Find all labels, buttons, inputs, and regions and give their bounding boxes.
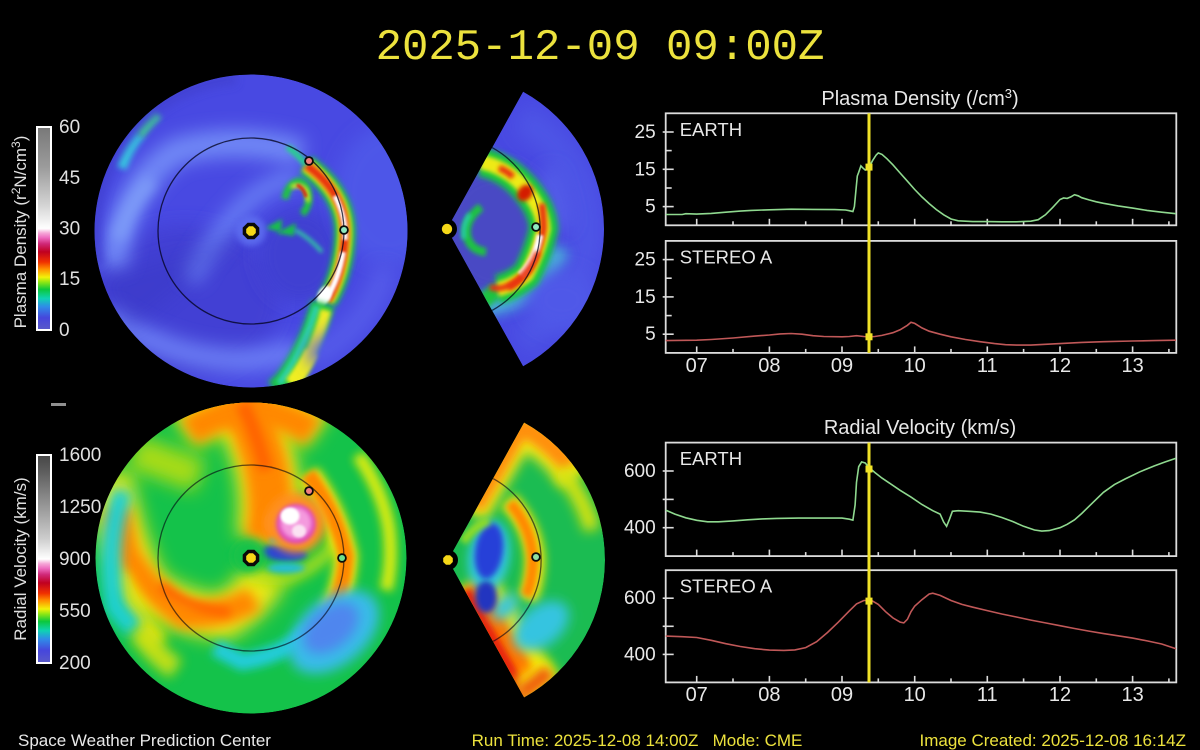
- svg-text:30: 30: [59, 219, 80, 240]
- svg-text:11: 11: [977, 355, 998, 377]
- svg-text:09: 09: [831, 684, 853, 706]
- svg-text:13: 13: [1121, 355, 1143, 377]
- svg-text:25: 25: [635, 250, 656, 271]
- svg-text:07: 07: [686, 684, 708, 706]
- svg-text:900: 900: [59, 549, 91, 570]
- svg-text:400: 400: [624, 644, 656, 665]
- svg-text:0: 0: [59, 320, 70, 341]
- svg-text:2025-12-09 09:00Z: 2025-12-09 09:00Z: [376, 23, 825, 73]
- svg-text:Run Time: 2025-12-08 14:00Z: Run Time: 2025-12-08 14:00Z Mode: CME: [472, 731, 803, 750]
- svg-text:25: 25: [635, 122, 656, 143]
- svg-text:07: 07: [686, 355, 708, 377]
- svg-text:Radial Velocity (km/s): Radial Velocity (km/s): [824, 417, 1016, 439]
- svg-text:Space Weather Prediction Cente: Space Weather Prediction Center: [18, 731, 271, 750]
- svg-text:1600: 1600: [59, 445, 101, 466]
- svg-text:08: 08: [758, 684, 780, 706]
- svg-text:08: 08: [758, 355, 780, 377]
- svg-text:EARTH: EARTH: [680, 448, 742, 469]
- svg-text:15: 15: [59, 269, 80, 290]
- svg-text:200: 200: [59, 653, 91, 674]
- svg-text:12: 12: [1049, 355, 1071, 377]
- svg-text:Radial Velocity (km/s): Radial Velocity (km/s): [11, 477, 30, 640]
- svg-text:STEREO A: STEREO A: [680, 576, 773, 597]
- svg-text:11: 11: [977, 684, 998, 706]
- svg-text:EARTH: EARTH: [680, 119, 742, 140]
- svg-text:12: 12: [1049, 684, 1071, 706]
- svg-text:60: 60: [59, 117, 80, 138]
- svg-text:600: 600: [624, 588, 656, 609]
- svg-text:45: 45: [59, 168, 80, 189]
- svg-text:Image Created: 2025-12-08 16:1: Image Created: 2025-12-08 16:14Z: [919, 731, 1186, 750]
- svg-text:15: 15: [635, 159, 656, 180]
- svg-text:Plasma Density (/cm3): Plasma Density (/cm3): [821, 86, 1018, 110]
- svg-text:600: 600: [624, 461, 656, 482]
- svg-text:10: 10: [904, 684, 926, 706]
- svg-text:10: 10: [904, 355, 926, 377]
- svg-text:550: 550: [59, 601, 91, 622]
- svg-text:09: 09: [831, 355, 853, 377]
- svg-text:400: 400: [624, 518, 656, 539]
- svg-text:13: 13: [1121, 684, 1143, 706]
- svg-text:15: 15: [635, 287, 656, 308]
- svg-text:Plasma Density (r2N/cm3): Plasma Density (r2N/cm3): [9, 136, 30, 329]
- svg-text:5: 5: [645, 324, 656, 345]
- svg-text:5: 5: [645, 197, 656, 218]
- svg-text:1250: 1250: [59, 497, 101, 518]
- svg-text:STEREO A: STEREO A: [680, 246, 773, 267]
